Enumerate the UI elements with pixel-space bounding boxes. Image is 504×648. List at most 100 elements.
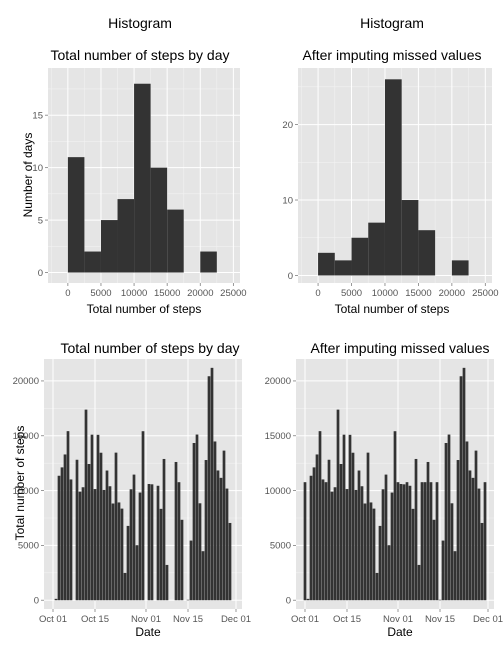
y-tick-label: 20000: [265, 376, 291, 387]
date-bar: [387, 545, 391, 601]
date-bar: [369, 502, 373, 601]
date-bar: [447, 434, 451, 601]
date-bar: [384, 474, 388, 601]
date-bar: [129, 489, 133, 601]
date-bar: [66, 431, 70, 601]
date-bar: [189, 540, 193, 601]
x-tick-label: Oct 01: [39, 614, 67, 625]
date-bar: [126, 525, 130, 601]
date-bar: [438, 599, 442, 601]
histogram-bar: [100, 220, 118, 273]
y-tick-label: 0: [34, 596, 39, 607]
date-bar: [435, 482, 439, 601]
date-bar: [81, 487, 85, 601]
date-bar: [375, 572, 379, 601]
date-bar: [213, 441, 217, 601]
histogram-bar: [84, 251, 101, 273]
date-bar: [333, 487, 337, 601]
date-bar: [75, 459, 79, 601]
y-tick-label: 15000: [265, 431, 291, 442]
date-bar: [123, 572, 127, 601]
histogram-bar: [401, 200, 419, 276]
date-bar: [321, 479, 325, 601]
date-bar: [480, 522, 484, 601]
date-bar: [465, 441, 469, 601]
date-bar: [441, 540, 445, 601]
histogram-bar: [134, 83, 151, 273]
date-bar: [351, 452, 355, 601]
y-tick-label: 10: [32, 163, 43, 174]
date-bar: [177, 482, 181, 601]
date-bar: [99, 452, 103, 601]
date-bar: [90, 434, 94, 601]
date-bar: [312, 467, 316, 601]
panel4-title: After imputing missed values: [310, 340, 490, 356]
x-tick-label: Dec 01: [473, 614, 503, 625]
date-bar: [390, 492, 394, 601]
date-bar: [327, 459, 331, 601]
date-bar: [336, 409, 340, 601]
panel1-title: Total number of steps by day: [50, 47, 230, 63]
date-bar: [108, 486, 112, 601]
date-bar: [417, 564, 421, 601]
date-bar: [132, 474, 136, 601]
histogram-bar: [451, 260, 469, 276]
x-tick-label: Oct 15: [333, 614, 361, 625]
date-bar: [318, 431, 322, 601]
x-tick-label: Nov 01: [131, 614, 161, 625]
date-bar: [138, 492, 142, 601]
date-bar: [453, 551, 457, 601]
panel3-title: Total number of steps by day: [60, 340, 240, 356]
date-bar: [162, 458, 166, 601]
date-bar: [210, 367, 214, 601]
panel1-xlabel: Total number of steps: [86, 302, 202, 316]
date-bar: [198, 503, 202, 601]
date-bar: [180, 519, 184, 601]
x-tick-label: 15000: [154, 288, 180, 299]
x-tick-label: 10000: [121, 288, 147, 299]
y-tick-label: 10: [282, 195, 293, 206]
histogram-bar: [167, 209, 184, 273]
histogram-bar: [200, 251, 217, 273]
histogram-bar: [150, 167, 168, 273]
date-bar: [156, 485, 160, 601]
date-bar: [354, 489, 358, 601]
date-bar: [372, 508, 376, 601]
x-tick-label: 25000: [220, 288, 246, 299]
date-bar: [195, 434, 199, 601]
panel4-xlabel: Date: [387, 625, 413, 639]
date-bar: [339, 463, 343, 601]
histogram-bar: [351, 237, 369, 276]
date-bar: [141, 431, 145, 601]
date-bar: [216, 470, 220, 601]
date-bar: [378, 525, 382, 601]
date-bar: [432, 519, 436, 601]
date-bar: [87, 463, 91, 601]
y-tick-label: 10000: [265, 486, 291, 497]
date-bar: [411, 508, 415, 601]
date-bar: [222, 450, 226, 601]
date-bar: [84, 409, 88, 601]
x-tick-label: 0: [65, 288, 70, 299]
date-bar: [174, 461, 178, 601]
date-bar: [429, 482, 433, 601]
date-bar: [120, 508, 124, 601]
date-bar: [63, 454, 67, 601]
x-tick-label: 0: [315, 288, 320, 299]
date-bar: [342, 434, 346, 601]
x-tick-label: 15000: [405, 288, 431, 299]
panel2-supertitle: Histogram: [360, 15, 424, 31]
date-bar: [474, 450, 478, 601]
date-bar: [450, 503, 454, 601]
date-bar: [165, 564, 169, 601]
date-bar: [402, 484, 406, 601]
date-bar: [96, 434, 100, 601]
date-bar: [225, 488, 229, 601]
y-tick-label: 15: [32, 110, 43, 121]
date-bar: [483, 482, 487, 601]
histogram-bar: [67, 157, 85, 273]
y-tick-label: 5: [38, 215, 43, 226]
